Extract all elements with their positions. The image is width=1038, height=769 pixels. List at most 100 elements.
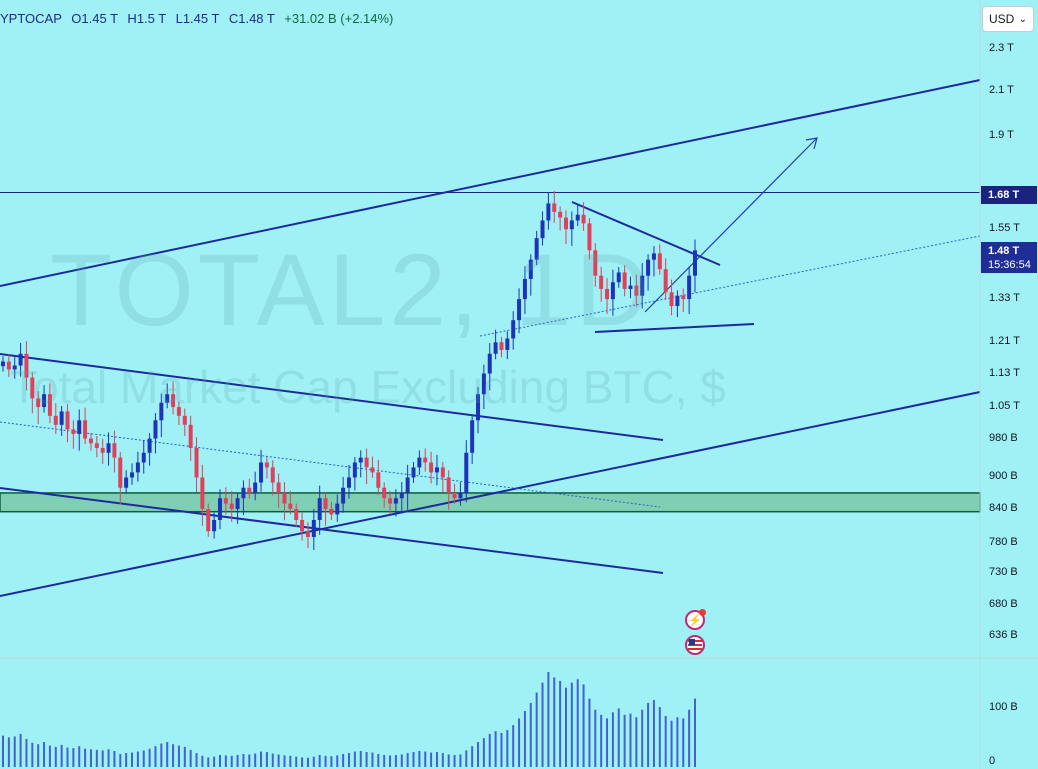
candle-body xyxy=(106,443,111,453)
volume-bar xyxy=(236,754,239,767)
candle-body xyxy=(47,394,52,416)
volume-bar xyxy=(160,743,163,767)
dotted-trend-upper xyxy=(479,235,981,337)
candle-body xyxy=(470,420,475,453)
candle-body xyxy=(405,477,410,493)
candle-body xyxy=(329,508,334,515)
candle-body xyxy=(669,292,674,307)
channel-upper-line xyxy=(0,79,981,287)
candle-body xyxy=(429,462,434,473)
volume-bar xyxy=(289,755,292,767)
currency-select[interactable]: USD ⌄ xyxy=(982,6,1034,32)
lightning-icon[interactable]: ⚡ xyxy=(685,609,706,630)
candle-body xyxy=(599,275,604,289)
price-tick: 2.1 T xyxy=(989,83,1014,96)
candle-body xyxy=(36,398,41,408)
candle-body xyxy=(188,424,193,448)
candle-body xyxy=(388,498,393,504)
candle-body xyxy=(440,467,445,478)
volume-bar xyxy=(213,756,216,767)
candle-body xyxy=(42,394,47,408)
candle-body xyxy=(12,365,17,370)
volume-bar xyxy=(195,753,198,767)
candle-body xyxy=(616,272,621,283)
volume-bar xyxy=(265,752,268,767)
candle-body xyxy=(24,353,29,378)
candle-body xyxy=(563,217,568,230)
volume-bar xyxy=(48,745,51,767)
candle-body xyxy=(569,220,574,230)
legend-close: 1.48 T xyxy=(238,11,275,26)
volume-bar xyxy=(43,742,46,767)
us-flag-icon[interactable] xyxy=(685,635,705,655)
price-axis[interactable]: 2.3 T 2.1 T 1.9 T 1.55 T 1.33 T 1.21 T 1.13 T 1… xyxy=(980,0,1038,769)
candle-body xyxy=(264,462,269,468)
volume-bar xyxy=(66,747,69,767)
price-tick: 1.55 T xyxy=(989,222,1020,235)
candle-body xyxy=(153,420,158,439)
candle-body xyxy=(65,411,70,430)
volume-bar xyxy=(635,717,638,767)
volume-bar xyxy=(365,752,368,767)
volume-bar xyxy=(166,742,169,767)
volume-bar xyxy=(430,752,433,767)
volume-bar xyxy=(136,751,139,767)
candle-body xyxy=(546,203,551,221)
legend-close-label: C xyxy=(228,11,239,26)
candle-body xyxy=(200,477,205,509)
volume-bar xyxy=(389,755,392,767)
support-zone xyxy=(0,492,981,513)
candle-body xyxy=(593,250,598,276)
candle-body xyxy=(575,214,580,221)
volume-bar xyxy=(84,748,87,767)
volume-bar xyxy=(54,746,57,767)
candle-body xyxy=(311,519,316,537)
candle-body xyxy=(646,259,651,276)
candle-body xyxy=(581,214,586,224)
volume-bar xyxy=(25,738,28,767)
volume-bar xyxy=(218,754,221,767)
candle-body xyxy=(393,498,398,504)
candle-body xyxy=(358,457,363,463)
legend-low: 1.45 T xyxy=(182,11,220,26)
price-tick: 636 B xyxy=(989,629,1018,641)
candle-body xyxy=(294,508,299,520)
volume-bar xyxy=(254,753,257,767)
candle-body xyxy=(499,342,504,350)
volume-bar xyxy=(559,680,562,767)
chevron-down-icon: ⌄ xyxy=(1018,13,1027,25)
channel-lower-line xyxy=(0,391,981,597)
volume-bar xyxy=(459,754,462,767)
volume-bar xyxy=(189,749,192,767)
candle-body xyxy=(194,447,199,478)
volume-bar xyxy=(60,744,63,767)
volume-bar xyxy=(2,735,4,767)
volume-bar xyxy=(406,753,409,767)
candle-body xyxy=(53,415,58,425)
candle-body xyxy=(323,498,328,509)
volume-bar xyxy=(312,756,315,767)
volume-bar xyxy=(107,749,110,767)
volume-bar xyxy=(330,756,333,767)
candle-body xyxy=(124,477,129,488)
candle-body xyxy=(382,487,387,499)
candle-body xyxy=(83,420,88,439)
volume-bar xyxy=(301,757,304,767)
volume-bar xyxy=(277,754,280,767)
legend-symbol[interactable]: YPTOCAP xyxy=(0,11,62,26)
volume-bar xyxy=(441,753,444,767)
candle-body xyxy=(270,467,275,483)
candle-body xyxy=(347,477,351,488)
candle-body xyxy=(335,503,340,515)
volume-bar xyxy=(582,684,585,767)
volume-bar xyxy=(353,751,356,767)
volume-bar xyxy=(242,754,245,767)
candle-body xyxy=(663,269,668,293)
candle-body xyxy=(681,295,686,300)
volume-bar xyxy=(72,748,75,767)
candle-body xyxy=(651,253,656,260)
candle-body xyxy=(505,338,510,350)
volume-bar xyxy=(31,742,34,767)
candle-body xyxy=(159,402,164,421)
